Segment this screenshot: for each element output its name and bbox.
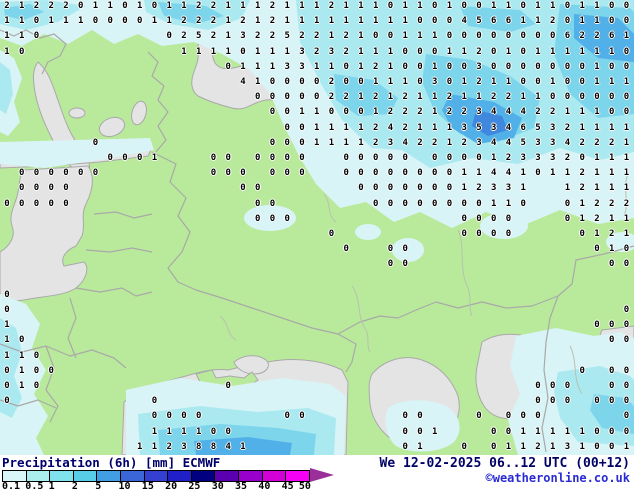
colorbar-segment — [262, 471, 287, 481]
colorbar-tick-label: 20 — [165, 481, 178, 490]
colorbar-tick-label: 2 — [71, 481, 78, 490]
legend-bar: Precipitation (6h) [mm] ECMWF 0.1 0.5 1 2 5 1… — [0, 455, 634, 490]
colorbar-segment — [168, 471, 192, 481]
forecast-datetime: We 12-02-2025 06..12 UTC (00+12) — [379, 456, 630, 471]
lake-onega-shape — [131, 100, 147, 126]
lake-ladoga-shape — [98, 116, 126, 138]
precip-patch — [566, 186, 634, 214]
colorbar-arrow-icon — [310, 468, 334, 482]
colorbar-segment — [191, 471, 216, 481]
border-ukraine-west — [0, 343, 127, 369]
river-line — [351, 285, 371, 353]
colorbar-tick-label: 0.5 — [25, 481, 44, 490]
precip-patch — [355, 224, 381, 240]
colorbar-tick-label: 10 — [118, 481, 131, 490]
colorbar-tick-label: 1 — [48, 481, 55, 490]
border-ukraine-russia-south — [337, 333, 357, 373]
colorbar-tick-label: 50 — [298, 481, 311, 490]
precipitation-colorbar — [2, 470, 310, 482]
border-estonia-latvia — [93, 211, 153, 219]
precip-area-heavy — [4, 4, 44, 20]
colorbar-tick-label: 0.1 — [2, 481, 21, 490]
colorbar-segment — [26, 471, 51, 481]
colorbar-segment — [215, 471, 240, 481]
precip-area-light — [385, 400, 460, 452]
map-graphic — [0, 0, 634, 455]
colorbar-segment — [286, 471, 309, 481]
colorbar-tick-label: 15 — [141, 481, 154, 490]
copyright-link[interactable]: ©weatheronline.co.uk — [485, 471, 631, 485]
lake-shape — [68, 107, 86, 119]
border-kazakhstan-east — [541, 245, 634, 453]
colorbar-tick-label: 45 — [281, 481, 294, 490]
colorbar-segment — [239, 471, 263, 481]
colorbar-tick-label: 40 — [258, 481, 271, 490]
colorbar-segment — [50, 471, 74, 481]
colorbar-segment — [121, 471, 145, 481]
precip-patch — [392, 238, 424, 262]
precip-area-intense — [194, 437, 292, 455]
river-line — [323, 193, 337, 223]
border-russia-west — [151, 151, 339, 335]
precip-patch — [244, 205, 296, 231]
border-kazakhstan-west — [337, 295, 559, 335]
precip-area-heavy — [158, 2, 224, 24]
border-latvia-lithuania — [85, 247, 153, 253]
colorbar-tick-label: 25 — [188, 481, 201, 490]
sea-of-azov-shape — [233, 355, 269, 375]
river-line — [457, 229, 473, 317]
colorbar-segment — [73, 471, 98, 481]
border-moldova — [45, 345, 59, 423]
colorbar-tick-label: 5 — [95, 481, 102, 490]
border-poland — [67, 297, 77, 359]
border-scandinavia — [0, 29, 67, 75]
colorbar-tick-label: 35 — [235, 481, 248, 490]
colorbar-segment — [97, 471, 122, 481]
precip-area-heavy — [460, 6, 536, 32]
border-lithuania-belarus — [75, 287, 153, 297]
precip-area-max — [472, 110, 508, 136]
precip-patch — [606, 232, 634, 252]
colorbar-tick-label: 30 — [211, 481, 224, 490]
colorbar-segment — [144, 471, 169, 481]
colorbar-segment — [3, 471, 27, 481]
precip-area-medium — [0, 62, 13, 114]
colorbar-tick-labels: 0.1 0.5 1 2 5 10 15 20 25 30 35 40 45 50 — [0, 481, 360, 490]
border-finland-russia — [147, 51, 169, 153]
precip-patch — [480, 213, 528, 239]
river-line — [623, 173, 629, 217]
river-line — [219, 315, 237, 341]
river-line — [569, 345, 583, 395]
precip-area-heavy — [590, 394, 634, 434]
precip-area-medium — [0, 318, 22, 418]
precip-area-intense — [574, 14, 634, 62]
precip-area-light — [0, 138, 154, 168]
border-romania-bulgaria — [0, 399, 57, 409]
precip-area-heavy — [334, 74, 398, 116]
